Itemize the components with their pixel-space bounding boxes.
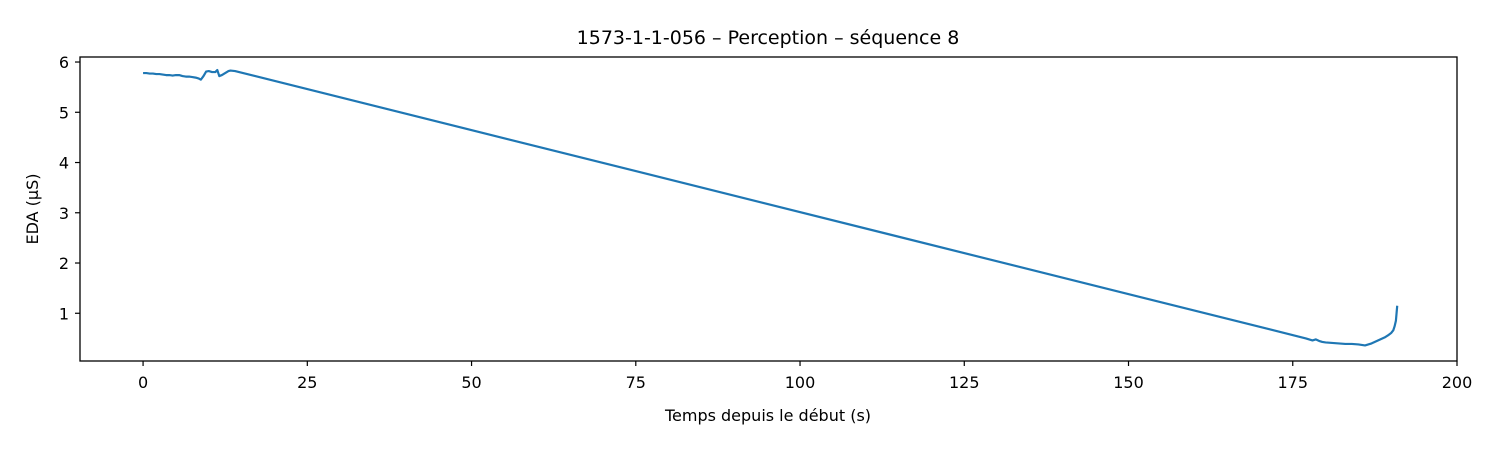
x-tick-label: 150 [1113,373,1144,392]
axes-frame [79,56,1458,362]
x-tick-label: 25 [297,373,317,392]
y-tick-label: 1 [59,304,69,323]
x-tick-label: 200 [1442,373,1473,392]
x-tick-label: 125 [949,373,980,392]
x-tick-label: 100 [785,373,816,392]
x-tick-label: 75 [626,373,646,392]
chart-title: 1573-1-1-056 – Perception – séquence 8 [577,27,960,49]
x-tick-label: 50 [461,373,481,392]
x-axis: 0 25 50 75 100 125 150 175 200 [138,361,1472,392]
x-tick-label: 0 [138,373,148,392]
y-axis: 1 2 3 4 5 6 [59,53,80,323]
y-tick-label: 6 [59,53,69,72]
series-line-0 [143,68,1399,347]
y-tick-label: 5 [59,103,69,122]
y-tick-label: 2 [59,254,69,273]
y-tick-label: 4 [59,154,69,173]
y-tick-label: 3 [59,204,69,223]
y-axis-label: EDA (µS) [23,174,42,245]
x-tick-label: 175 [1277,373,1308,392]
series-layer [143,68,1399,347]
x-axis-label: Temps depuis le début (s) [664,406,871,425]
